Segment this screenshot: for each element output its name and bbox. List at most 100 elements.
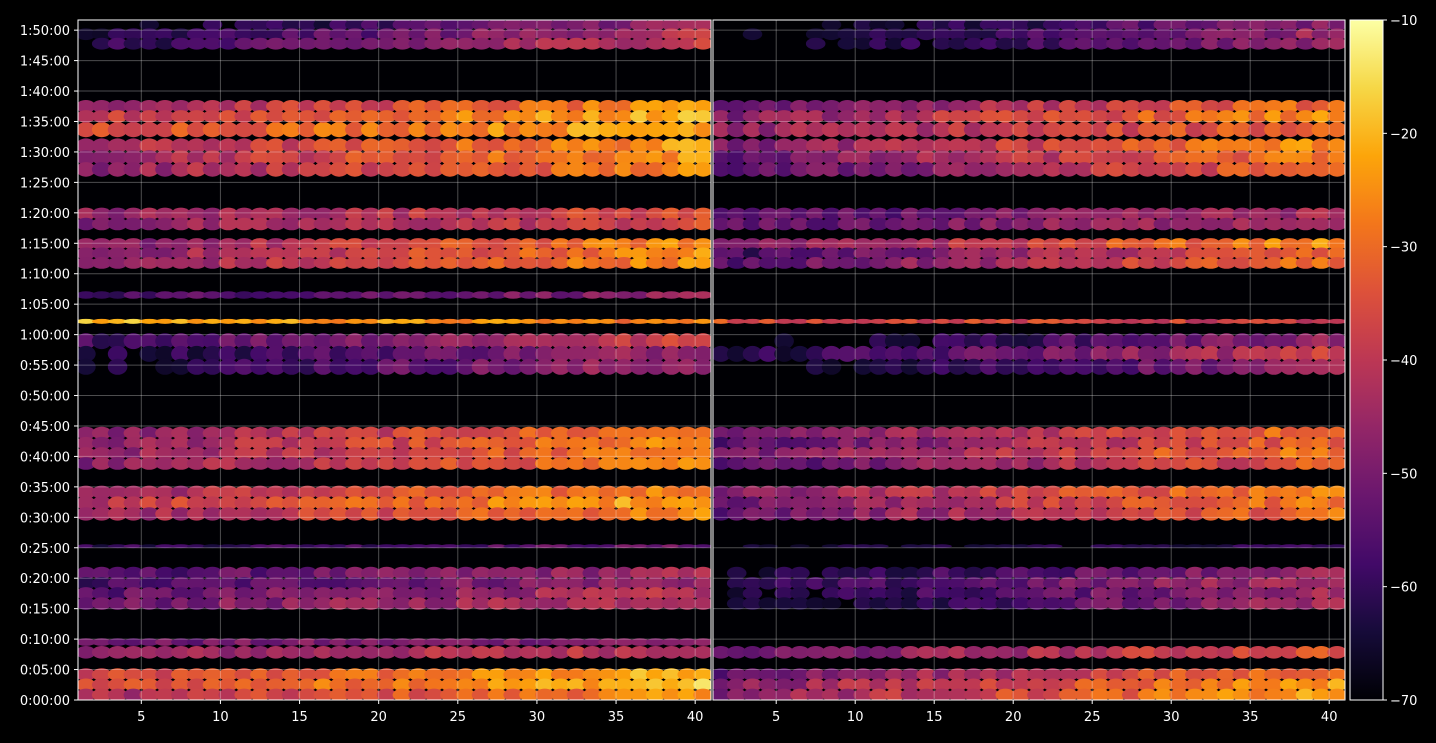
heatmap-cell [1248, 457, 1268, 470]
heatmap-cell [1074, 138, 1095, 153]
heatmap-cell [1090, 345, 1110, 362]
heatmap-cell [869, 566, 889, 580]
heatmap-cell [392, 358, 413, 375]
heatmap-cell [519, 333, 539, 350]
heatmap-cell [1216, 100, 1237, 113]
heatmap-cell [821, 358, 842, 375]
heatmap-cell [1027, 457, 1047, 470]
heatmap-cell [345, 496, 365, 510]
heatmap-cell [440, 646, 460, 659]
heatmap-cell [1295, 238, 1316, 250]
heatmap-cell [582, 668, 603, 681]
heatmap-cell [566, 100, 587, 113]
heatmap-cell [78, 238, 96, 250]
heatmap-cell [1058, 668, 1079, 681]
heatmap-cell [900, 577, 921, 590]
heatmap-cell [598, 138, 618, 153]
heatmap-cell [266, 247, 286, 260]
heatmap-cell [1232, 485, 1253, 499]
heatmap-cell [1042, 507, 1063, 521]
heatmap-cell [853, 587, 873, 600]
plot-frame [712, 19, 1346, 701]
heatmap-cell [440, 566, 460, 580]
heatmap-cell [455, 597, 476, 610]
heatmap-cell [1264, 646, 1284, 659]
heatmap-cell [1216, 597, 1237, 610]
heatmap-cell [171, 688, 191, 700]
heatmap-cell [948, 566, 968, 580]
heatmap-cell [408, 426, 429, 440]
heatmap-cell [91, 138, 112, 153]
heatmap-cell [503, 37, 523, 50]
heatmap-cell [1074, 110, 1095, 123]
heatmap-cell [313, 257, 334, 269]
heatmap-cell [234, 20, 254, 31]
heatmap-cell [361, 150, 381, 165]
heatmap-cell [329, 247, 349, 260]
heatmap-cell [995, 37, 1016, 50]
heatmap-cell [91, 247, 112, 260]
heatmap-cell [455, 217, 476, 231]
heatmap-cell [250, 436, 270, 450]
heatmap-cell [1327, 646, 1345, 659]
heatmap-cell [837, 207, 858, 221]
heatmap-cell [503, 587, 523, 600]
heatmap-cell [329, 426, 349, 440]
heatmap-cell [1074, 37, 1095, 50]
heatmap-cell [1106, 20, 1126, 31]
heatmap-cell [742, 678, 763, 692]
heatmap-cell [1074, 217, 1095, 231]
heatmap-cell [774, 247, 794, 260]
heatmap-cell [424, 345, 444, 362]
heatmap-cell [171, 587, 191, 600]
heatmap-cell [297, 333, 318, 350]
heatmap-cell [1327, 447, 1345, 460]
heatmap-cell [123, 597, 144, 610]
heatmap-cell [471, 646, 492, 659]
heatmap-cell [661, 291, 682, 299]
heatmap-cell [805, 457, 826, 470]
heatmap-cell [392, 587, 413, 600]
heatmap-cell [645, 37, 666, 50]
heatmap-cell [614, 162, 634, 177]
heatmap-cell [1295, 646, 1316, 659]
heatmap-cell [1185, 100, 1205, 113]
heatmap-cell [645, 688, 666, 700]
heatmap-cell [186, 577, 207, 590]
heatmap-cell [1311, 436, 1332, 450]
heatmap-cell [1169, 436, 1189, 450]
heatmap-cell [661, 217, 682, 231]
heatmap-cell [693, 587, 711, 600]
heatmap-cell [250, 566, 270, 580]
heatmap-cell [107, 257, 128, 269]
heatmap-cell [487, 238, 508, 250]
heatmap-cell [1232, 577, 1253, 590]
heatmap-cell [1106, 587, 1126, 600]
heatmap-cell [361, 678, 381, 692]
heatmap-cell [171, 207, 191, 221]
heatmap-cell [123, 37, 144, 50]
heatmap-cell [424, 100, 444, 113]
heatmap-cell [995, 496, 1016, 510]
heatmap-cell [1137, 668, 1158, 681]
heatmap-cell [107, 638, 128, 646]
heatmap-cell [171, 577, 191, 590]
heatmap-cell [392, 238, 413, 250]
heatmap-cell [1264, 426, 1284, 440]
heatmap-cell [821, 544, 842, 549]
heatmap-cell [313, 577, 334, 590]
heatmap-cell [392, 544, 413, 549]
heatmap-cell [884, 485, 905, 499]
heatmap-cell [234, 566, 254, 580]
heatmap-cell [1137, 544, 1158, 549]
heatmap-cell [234, 426, 254, 440]
heatmap-cell [234, 333, 254, 350]
heatmap-cell [519, 544, 539, 549]
heatmap-cell [519, 597, 539, 610]
heatmap-cell [155, 122, 175, 138]
heatmap-cell [821, 110, 842, 123]
heatmap-cell [1074, 678, 1095, 692]
heatmap-cell [519, 688, 539, 700]
heatmap-cell [1106, 678, 1126, 692]
heatmap-cell [392, 257, 413, 269]
